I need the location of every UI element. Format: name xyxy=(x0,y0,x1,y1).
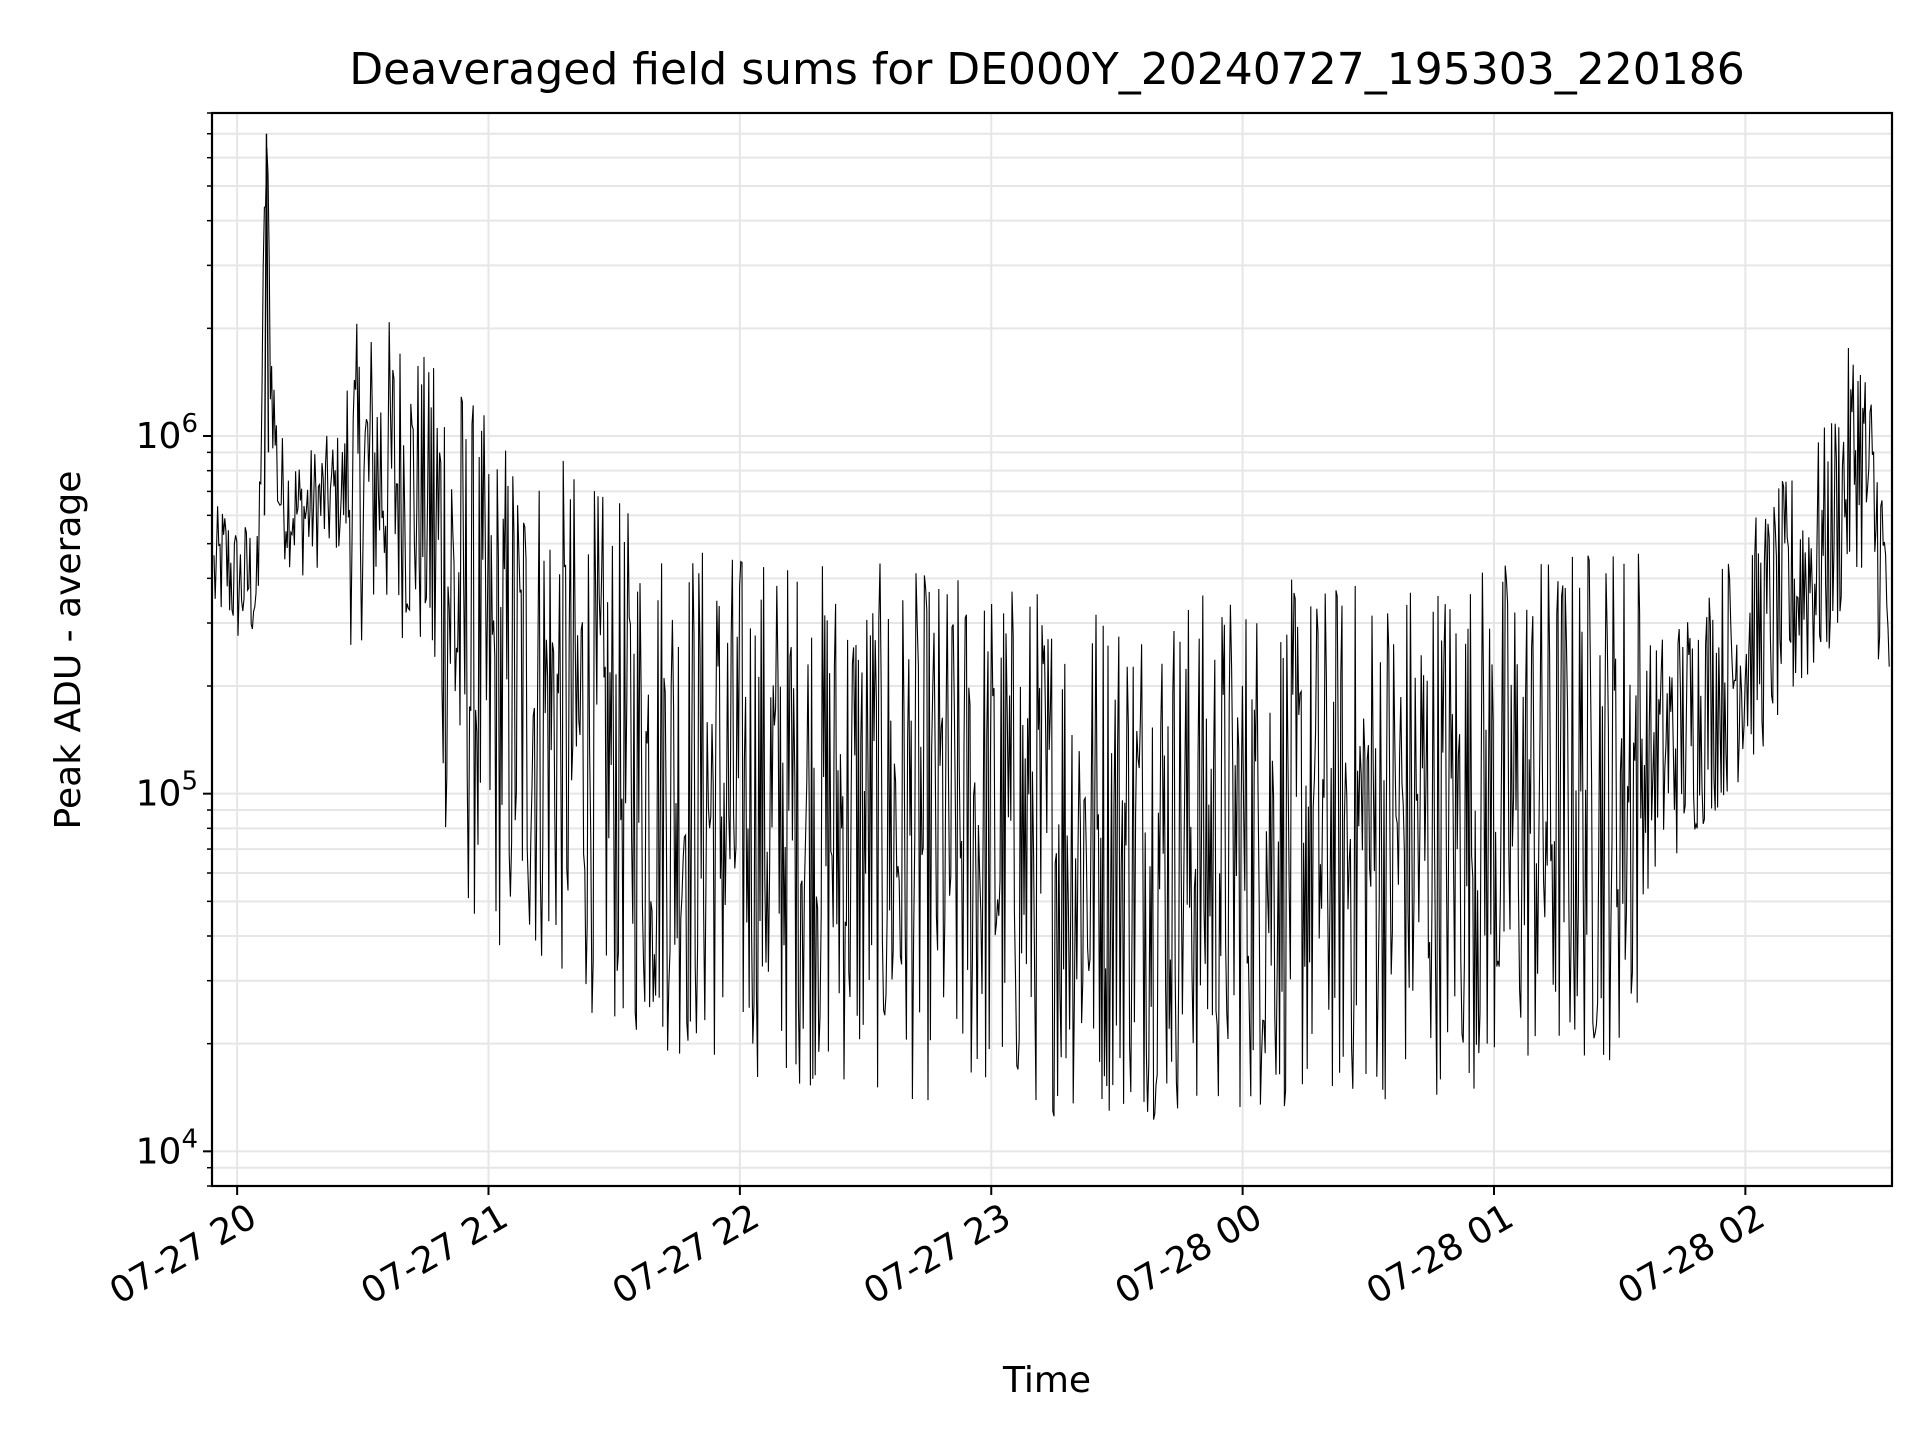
x-axis-label: Time xyxy=(1002,1360,1091,1401)
data-line xyxy=(213,147,1890,1120)
axes-frame xyxy=(210,111,1894,1188)
y-tick-label: 106 xyxy=(136,409,198,457)
data-spike xyxy=(263,133,270,516)
y-axis-label: Peak ADU - average xyxy=(48,471,89,830)
y-tick-label: 104 xyxy=(136,1124,198,1172)
chart-title: Deaveraged field sums for DE000Y_2024072… xyxy=(349,44,1744,95)
plot-area xyxy=(213,133,1890,1120)
y-tick-label: 105 xyxy=(136,767,198,815)
